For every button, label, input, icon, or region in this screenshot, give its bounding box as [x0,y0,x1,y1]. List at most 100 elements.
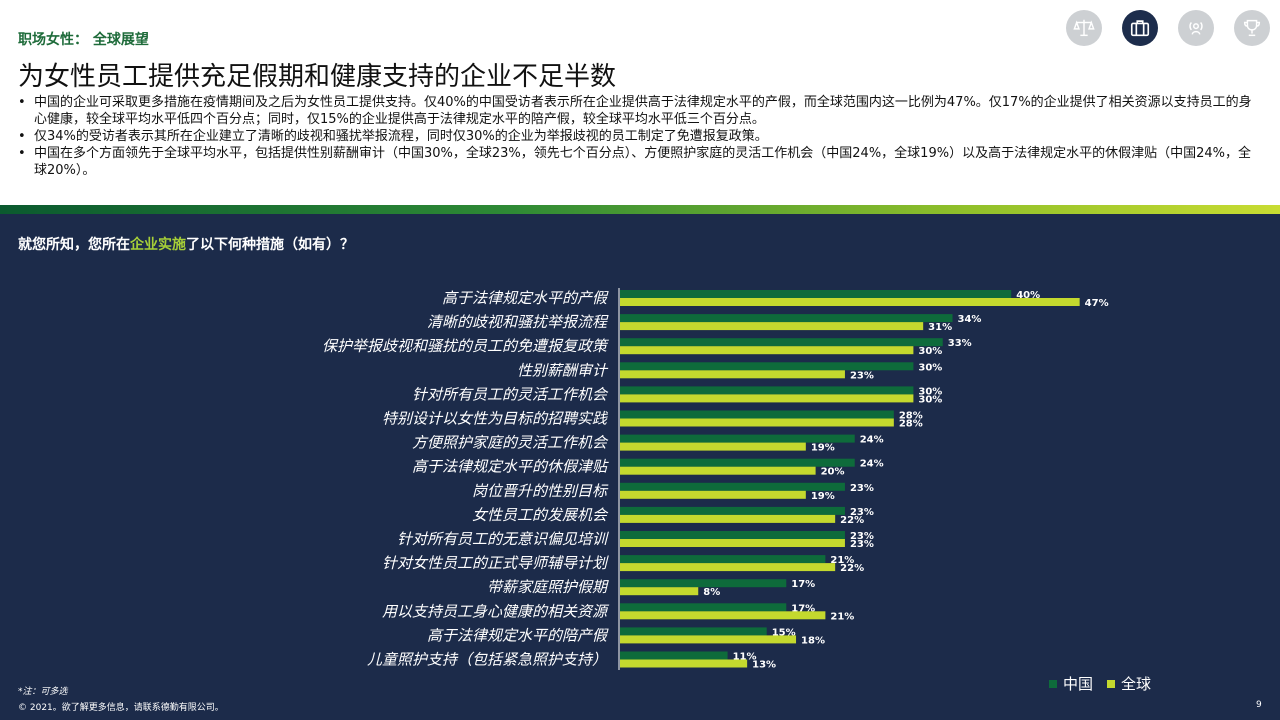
data-label: 23% [850,507,874,518]
balance-scale-icon[interactable] [1066,10,1102,46]
legend-item-global: 全球 [1107,673,1151,694]
category-label: 清晰的歧视和骚扰举报流程 [427,313,609,331]
bar-china [620,314,953,323]
bar-china [620,579,787,588]
data-label: 17% [791,579,815,590]
data-label: 20% [821,467,845,478]
legend-swatch-global [1107,679,1116,688]
bar-global [620,514,836,523]
briefcase-icon[interactable] [1122,10,1158,46]
bar-global [620,370,845,379]
category-label: 特别设计以女性为目标的招聘实践 [382,410,608,428]
footnote: *注：可多选 [18,687,68,697]
bar-china [620,555,826,564]
bar-global [620,394,914,403]
bar-china [620,386,914,395]
data-label: 18% [801,635,825,646]
data-label: 24% [860,459,884,470]
data-label: 15% [772,627,796,638]
bar-global [620,490,806,499]
question-prefix: 就您所知，您所在 [18,237,130,253]
legend-label-china: 中国 [1063,675,1094,693]
bar-china [620,338,943,347]
category-label: 针对所有员工的灵活工作机会 [412,385,609,403]
page-number: 9 [1256,700,1262,710]
category-label: 高于法律规定水平的产假 [442,289,609,307]
category-label: 保护举报歧视和骚扰的员工的免遭报复政策 [322,337,609,355]
bar-global [620,659,748,668]
broadcast-person-icon[interactable] [1178,10,1214,46]
data-label: 23% [850,539,874,550]
category-label: 岗位晋升的性别目标 [472,482,609,500]
data-label: 22% [840,563,864,574]
bullet-list: 中国的企业可采取更多措施在疫情期间及之后为女性员工提供支持。仅40%的中国受访者… [18,94,1263,179]
bar-global [620,466,816,475]
legend-label-global: 全球 [1121,675,1152,693]
data-label: 11% [733,652,757,663]
bar-global [620,346,914,355]
chart-legend: 中国 全球 [1049,673,1151,694]
header-area: 职场女性： 全球展望 为女性员工提供充足假期和健康支持的企业不足半数 中国的企业… [0,0,1280,205]
data-label: 47% [1085,298,1109,309]
category-label: 女性员工的发展机会 [472,506,609,524]
category-label: 针对女性员工的正式导师辅导计划 [382,554,609,572]
data-label: 23% [850,370,874,381]
question-suffix: 了以下何种措施（如有）？ [186,237,354,253]
category-label: 针对所有员工的无意识偏见培训 [397,530,609,548]
category-label: 儿童照护支持（包括紧急照护支持） [367,651,607,669]
data-label: 24% [860,435,884,446]
chart-question: 就您所知，您所在企业实施了以下何种措施（如有）？ [18,234,354,254]
section-label: 职场女性： 全球展望 [18,32,149,48]
data-label: 21% [830,611,854,622]
bar-china [620,603,787,612]
data-label: 28% [899,419,923,430]
category-label: 方便照护家庭的灵活工作机会 [412,434,609,452]
data-label: 8% [703,587,720,598]
bar-global [620,539,845,547]
question-highlight: 企业实施 [130,237,186,253]
data-label: 13% [752,660,776,671]
copyright: © 2021。欲了解更多信息，请联系德勤有限公司。 [18,703,224,713]
bar-china [620,627,767,636]
category-label: 高于法律规定水平的陪产假 [427,626,609,644]
data-label: 30% [918,362,942,373]
bar-china [620,506,845,515]
bar-global [620,563,836,572]
data-label: 19% [811,491,835,502]
bar-global [620,635,797,644]
legend-swatch-china [1049,679,1057,688]
bar-china [620,651,728,660]
data-label: 33% [948,338,972,349]
category-label: 带薪家庭照护假期 [487,578,609,596]
bar-china [620,410,894,419]
bar-china [620,290,1012,298]
bar-global [620,418,894,427]
data-label: 34% [958,314,982,325]
bar-global [620,298,1080,306]
trophy-icon[interactable] [1234,10,1270,46]
data-label: 31% [928,322,952,333]
data-label: 23% [850,483,874,494]
category-label: 性别薪酬审计 [517,361,609,379]
bar-china [620,531,845,539]
bar-china [620,482,845,491]
category-label: 用以支持员工身心健康的相关资源 [382,602,610,620]
bar-china [620,362,914,371]
data-label: 30% [918,346,942,357]
data-label: 28% [899,411,923,422]
bar-china [620,458,855,467]
bar-global [620,442,806,451]
bullet-item: 中国在多个方面领先于全球平均水平，包括提供性别薪酬审计（中国30%，全球23%，… [18,145,1263,179]
data-label: 30% [918,394,942,405]
bullet-item: 中国的企业可采取更多措施在疫情期间及之后为女性员工提供支持。仅40%的中国受访者… [18,94,1263,128]
bar-china [620,434,855,443]
data-label: 23% [850,531,874,542]
page-title: 为女性员工提供充足假期和健康支持的企业不足半数 [18,62,617,92]
data-label: 22% [840,515,864,526]
data-label: 30% [918,386,942,397]
bar-global [620,587,699,596]
data-label: 40% [1016,290,1040,301]
divider-gradient-bar [0,205,1280,214]
data-label: 21% [830,555,854,566]
data-label: 17% [791,603,815,614]
